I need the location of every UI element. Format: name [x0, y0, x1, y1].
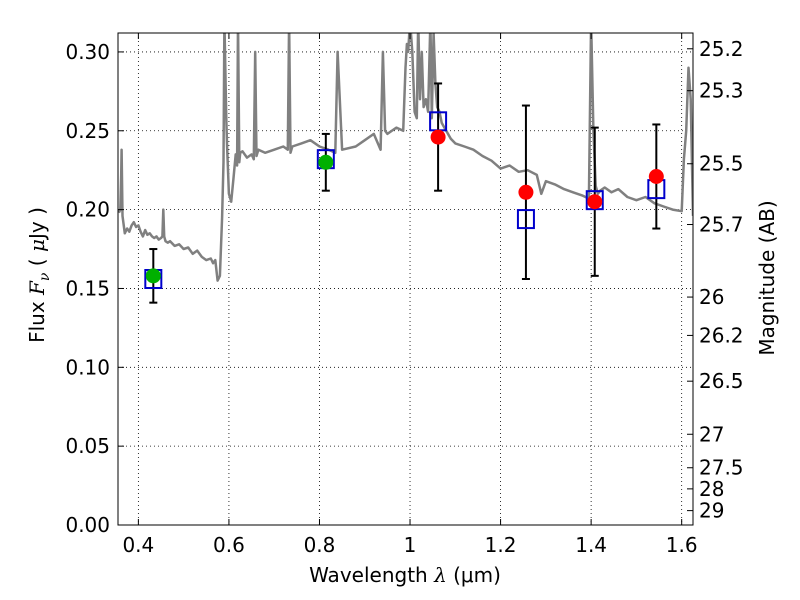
- data-point: [518, 184, 534, 200]
- right-axis-title: Magnitude (AB): [755, 200, 779, 355]
- right-tick-label: 25.7: [699, 213, 744, 237]
- y-tick-label: 0.05: [65, 434, 110, 458]
- x-tick-label: 0.4: [122, 533, 154, 557]
- y-tick-label: 0.30: [65, 40, 110, 64]
- right-tick-label: 28: [699, 477, 724, 501]
- x-axis-title: Wavelength λ (μm): [309, 563, 501, 587]
- data-point: [318, 154, 334, 170]
- x-tick-label: 1.6: [666, 533, 698, 557]
- y-tick-label: 0.10: [65, 355, 110, 379]
- right-tick-label: 25.2: [699, 37, 744, 61]
- y-tick-label: 0.25: [65, 119, 110, 143]
- model-spectrum-curve: [118, 33, 693, 282]
- data-point: [587, 194, 603, 210]
- right-tick-label: 25.3: [699, 79, 744, 103]
- data-point: [648, 169, 664, 184]
- spectrum-line: [118, 33, 693, 282]
- data-point: [145, 268, 161, 284]
- right-tick-label: 26.2: [699, 323, 744, 347]
- x-tick-labels: 0.4 0.6 0.8 1 1.2 1.4 1.6: [122, 533, 697, 557]
- observed-photometry-points: [145, 129, 664, 284]
- x-tick-label: 1: [404, 533, 417, 557]
- x-tick-label: 0.8: [304, 533, 336, 557]
- y-tick-labels: 0.00 0.05 0.10 0.15 0.20 0.25 0.30: [65, 40, 110, 537]
- right-tick-label: 29: [699, 499, 724, 523]
- y-tick-label: 0.00: [65, 513, 110, 537]
- grid-lines: [118, 33, 693, 526]
- right-tick-label: 25.5: [699, 152, 744, 176]
- axis-ticks: [118, 33, 693, 526]
- y-tick-label: 0.15: [65, 276, 110, 300]
- x-tick-label: 0.6: [213, 533, 245, 557]
- x-tick-label: 1.2: [485, 533, 517, 557]
- right-tick-label: 26.5: [699, 369, 744, 393]
- x-tick-label: 1.4: [575, 533, 607, 557]
- right-tick-label: 26: [699, 285, 724, 309]
- plot-frame: [117, 32, 694, 526]
- y-axis-title: Flux Fν ( μJy ): [25, 207, 53, 343]
- right-tick-label: 27: [699, 422, 724, 446]
- y-tick-label: 0.20: [65, 198, 110, 222]
- data-point: [430, 129, 446, 145]
- model-square: [516, 209, 535, 230]
- right-tick-label: 27.5: [699, 456, 744, 480]
